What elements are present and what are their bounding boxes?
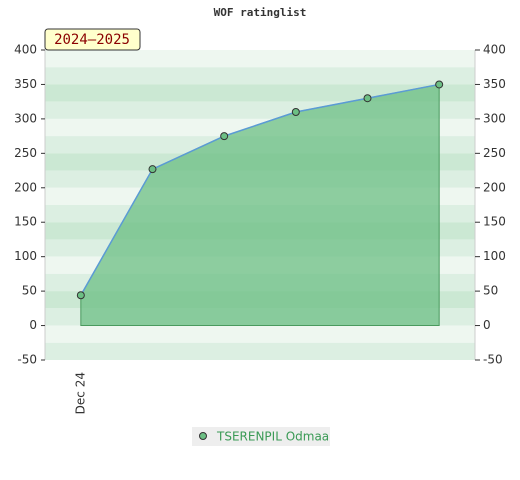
- line: [80, 83, 440, 296]
- point: [76, 291, 85, 300]
- x-tick-label: Dec 24: [73, 372, 87, 414]
- y2-tick-label: 50: [483, 284, 498, 298]
- y2-tick-label: 350: [483, 77, 506, 91]
- y2-tick-label: 150: [483, 215, 506, 229]
- badge: 2024–2025: [54, 32, 130, 48]
- y-tick-label: 50: [22, 284, 37, 298]
- y2-tick-label: 300: [483, 111, 506, 125]
- y-tick-label: -50: [17, 353, 37, 367]
- y2-tick-label: 200: [483, 180, 506, 194]
- point: [148, 165, 157, 174]
- point: [435, 80, 444, 89]
- stripe: [45, 342, 475, 360]
- point: [291, 108, 300, 116]
- stripe: [45, 325, 475, 343]
- stripe: [45, 50, 475, 68]
- y-tick-label: 0: [29, 318, 37, 332]
- y2-tick-label: 100: [483, 249, 506, 263]
- point: [220, 132, 229, 141]
- y2-tick-label: 400: [483, 43, 506, 57]
- stripe: [45, 67, 475, 85]
- y-tick-label: 200: [14, 180, 37, 194]
- badge-box: [44, 28, 141, 51]
- y2-tick-label: 250: [483, 146, 506, 160]
- y2-tick-label: 0: [483, 318, 491, 332]
- legend-marker: [199, 432, 207, 440]
- y-tick-label: 100: [14, 249, 37, 263]
- y-tick-label: 400: [14, 43, 37, 57]
- y-tick-label: 300: [14, 111, 37, 125]
- y-tick-label: 250: [14, 146, 37, 160]
- y-tick-label: 150: [14, 215, 37, 229]
- point: [363, 94, 372, 103]
- legend-label: TSERENPIL Odmaa: [216, 430, 329, 444]
- legend: [192, 427, 330, 446]
- chart-title: WOF ratinglist: [214, 6, 307, 19]
- y2-tick-label: -50: [483, 353, 503, 367]
- y-tick-label: 350: [14, 77, 37, 91]
